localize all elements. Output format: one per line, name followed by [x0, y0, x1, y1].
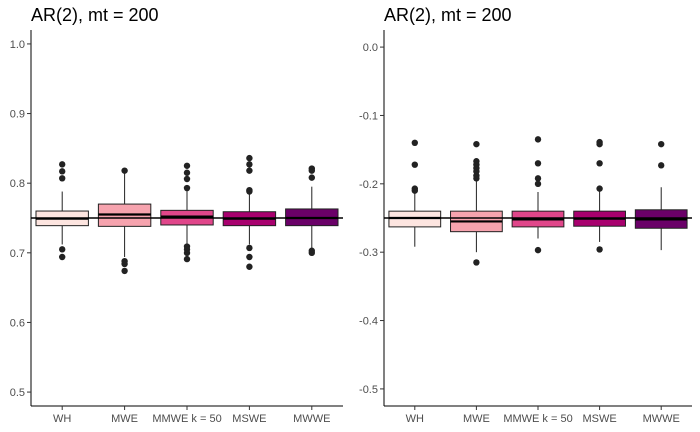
left-y-tick-label: 1.0 [10, 39, 25, 51]
outlier-point [411, 187, 418, 194]
left-y-tick-label: 0.6 [10, 317, 25, 329]
outlier-point [308, 167, 315, 174]
left-x-tick-label: WH [53, 413, 71, 425]
outlier-point [596, 140, 603, 148]
outlier-point [59, 168, 66, 175]
left-x-tick-label: MWE [111, 413, 138, 425]
outlier-point [121, 267, 128, 275]
left-y-tick-label: 0.9 [10, 109, 25, 121]
outlier-point [183, 162, 191, 169]
left-box-1 [35, 161, 89, 261]
outlier-point [658, 140, 665, 148]
left-box-2 [97, 167, 152, 275]
right-y-tick-label: 0.0 [363, 42, 378, 54]
outlier-point [473, 175, 480, 182]
outlier-point [534, 246, 542, 254]
left-box-4 [222, 154, 277, 270]
outlier-point [308, 249, 315, 257]
outlier-point [473, 140, 480, 148]
left-box-3 [160, 162, 214, 263]
right-y-tick-label: -0.3 [359, 247, 378, 259]
right-box-3 [511, 136, 565, 254]
outlier-point [534, 180, 542, 188]
left-panel: AR(2), mt = 200 0.5 0.6 0.7 0.8 0.9 1.0 WH MWE M… [10, 5, 343, 425]
outlier-point [308, 174, 315, 181]
left-y-tick-label: 0.7 [10, 248, 25, 260]
left-panel-title: AR(2), mt = 200 [31, 5, 159, 25]
outlier-point [246, 154, 253, 162]
outlier-point [121, 260, 128, 268]
right-panel-title: AR(2), mt = 200 [384, 5, 512, 25]
outlier-point [183, 249, 191, 257]
outlier-point [183, 175, 191, 183]
outlier-point [534, 160, 542, 167]
outlier-point [183, 255, 191, 263]
right-panel: AR(2), mt = 200 0.0 -0.1 -0.2 -0.3 -0.4 -0.5 W… [359, 5, 692, 425]
outlier-point [59, 161, 66, 168]
outlier-point [246, 244, 253, 252]
right-y-tick-label: -0.5 [359, 384, 378, 396]
left-x-tick-label: MMWE k = 50 [152, 413, 221, 425]
right-x-tick-label: MSWE [582, 413, 616, 425]
outlier-point [658, 162, 665, 169]
right-x-tick-label: MMWE k = 50 [503, 413, 572, 425]
right-box-2 [450, 140, 503, 266]
outlier-point [246, 161, 253, 168]
right-x-tick-label: WH [406, 413, 424, 425]
right-y-tick-label: -0.2 [359, 179, 378, 191]
right-x-tick-label: MWE [463, 413, 490, 425]
left-x-tick-label: MWWE [293, 413, 330, 425]
outlier-point [596, 185, 603, 192]
outlier-point [246, 188, 253, 195]
right-y-tick-label: -0.4 [359, 316, 378, 328]
right-x-tick-label: MWWE [643, 413, 680, 425]
left-box-5 [285, 165, 339, 257]
outlier-point [59, 253, 66, 261]
outlier-point [534, 175, 542, 182]
outlier-point [596, 160, 603, 167]
left-x-tick-label: MSWE [232, 413, 266, 425]
right-y-tick-label: -0.1 [359, 110, 378, 122]
outlier-point [121, 167, 128, 174]
left-y-tick-label: 0.5 [10, 387, 25, 399]
right-box-1 [388, 139, 442, 247]
left-y-tick-label: 0.8 [10, 178, 25, 190]
outlier-point [246, 263, 253, 270]
outlier-point [246, 167, 253, 174]
outlier-point [59, 246, 66, 253]
outlier-point [411, 161, 418, 168]
outlier-point [59, 175, 66, 182]
outlier-point [473, 259, 480, 266]
outlier-point [534, 136, 542, 143]
outlier-point [246, 253, 253, 261]
outlier-point [183, 169, 191, 176]
outlier-point [411, 139, 418, 146]
outlier-point [183, 184, 191, 192]
right-box-4 [573, 138, 626, 253]
right-box-5 [634, 140, 688, 251]
outlier-point [596, 246, 603, 253]
